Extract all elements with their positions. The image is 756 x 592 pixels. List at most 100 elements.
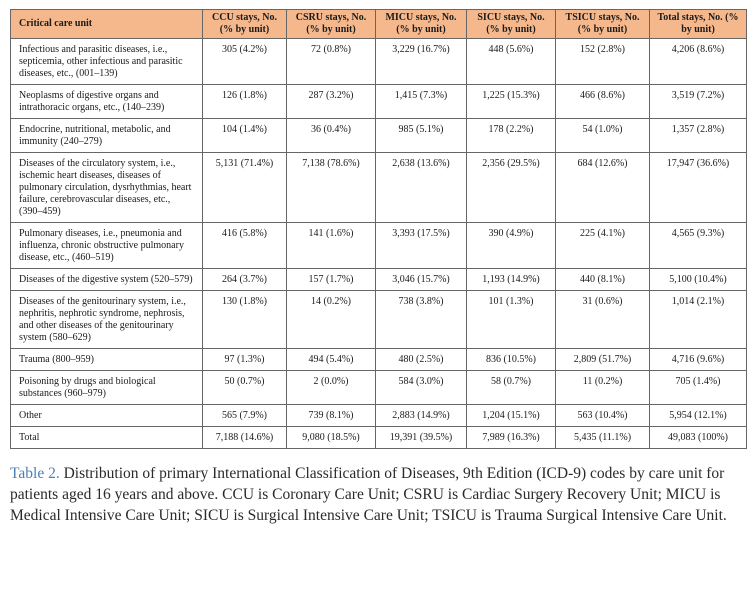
ccu-cell: 565 (7.9%) bbox=[202, 404, 287, 427]
micu-cell: 19,391 (39.5%) bbox=[375, 426, 467, 449]
tsicu-cell: 11 (0.2%) bbox=[555, 370, 650, 405]
total-cell: 4,716 (9.6%) bbox=[649, 348, 747, 371]
table-row: Pulmonary diseases, i.e., pneumonia and … bbox=[10, 222, 747, 269]
table-caption: Table 2. Distribution of primary Interna… bbox=[10, 463, 746, 526]
table-row: Total 7,188 (14.6%) 9,080 (18.5%) 19,391 (3… bbox=[10, 426, 747, 449]
ccu-cell: 130 (1.8%) bbox=[202, 290, 287, 349]
row-label: Diseases of the digestive system (520–57… bbox=[10, 268, 203, 291]
table-row: Diseases of the circulatory system, i.e.… bbox=[10, 152, 747, 223]
sicu-cell: 448 (5.6%) bbox=[466, 38, 556, 85]
ccu-cell: 7,188 (14.6%) bbox=[202, 426, 287, 449]
total-cell: 4,206 (8.6%) bbox=[649, 38, 747, 85]
row-label: Diseases of the circulatory system, i.e.… bbox=[10, 152, 203, 223]
micu-cell: 3,046 (15.7%) bbox=[375, 268, 467, 291]
micu-cell: 2,638 (13.6%) bbox=[375, 152, 467, 223]
micu-cell: 584 (3.0%) bbox=[375, 370, 467, 405]
column-header-micu: MICU stays, No. (% by unit) bbox=[375, 9, 467, 39]
ccu-cell: 126 (1.8%) bbox=[202, 84, 287, 119]
tsicu-cell: 440 (8.1%) bbox=[555, 268, 650, 291]
total-cell: 4,565 (9.3%) bbox=[649, 222, 747, 269]
table-row: Endocrine, nutritional, metabolic, and i… bbox=[10, 118, 747, 153]
ccu-cell: 50 (0.7%) bbox=[202, 370, 287, 405]
sicu-cell: 836 (10.5%) bbox=[466, 348, 556, 371]
total-cell: 17,947 (36.6%) bbox=[649, 152, 747, 223]
row-label: Poisoning by drugs and biological substa… bbox=[10, 370, 203, 405]
row-label: Infectious and parasitic diseases, i.e.,… bbox=[10, 38, 203, 85]
table-row: Neoplasms of digestive organs and intrat… bbox=[10, 84, 747, 119]
table-row: Diseases of the genitourinary system, i.… bbox=[10, 290, 747, 349]
row-label: Trauma (800–959) bbox=[10, 348, 203, 371]
sicu-cell: 2,356 (29.5%) bbox=[466, 152, 556, 223]
csru-cell: 2 (0.0%) bbox=[286, 370, 376, 405]
column-header-sicu: SICU stays, No. (% by unit) bbox=[466, 9, 556, 39]
sicu-cell: 390 (4.9%) bbox=[466, 222, 556, 269]
table-header-row: Critical care unit CCU stays, No. (% by … bbox=[10, 9, 747, 39]
micu-cell: 2,883 (14.9%) bbox=[375, 404, 467, 427]
table-row: Poisoning by drugs and biological substa… bbox=[10, 370, 747, 405]
column-header-critical-care-unit: Critical care unit bbox=[10, 9, 203, 39]
micu-cell: 738 (3.8%) bbox=[375, 290, 467, 349]
csru-cell: 141 (1.6%) bbox=[286, 222, 376, 269]
csru-cell: 72 (0.8%) bbox=[286, 38, 376, 85]
total-cell: 5,954 (12.1%) bbox=[649, 404, 747, 427]
sicu-cell: 7,989 (16.3%) bbox=[466, 426, 556, 449]
caption-label: Table 2. bbox=[10, 465, 60, 482]
csru-cell: 287 (3.2%) bbox=[286, 84, 376, 119]
sicu-cell: 1,193 (14.9%) bbox=[466, 268, 556, 291]
caption-text: Distribution of primary International Cl… bbox=[10, 465, 727, 524]
column-header-total: Total stays, No. (% by unit) bbox=[649, 9, 747, 39]
ccu-cell: 416 (5.8%) bbox=[202, 222, 287, 269]
row-label: Other bbox=[10, 404, 203, 427]
tsicu-cell: 5,435 (11.1%) bbox=[555, 426, 650, 449]
csru-cell: 14 (0.2%) bbox=[286, 290, 376, 349]
csru-cell: 157 (1.7%) bbox=[286, 268, 376, 291]
table-body: Infectious and parasitic diseases, i.e.,… bbox=[10, 38, 747, 449]
sicu-cell: 1,225 (15.3%) bbox=[466, 84, 556, 119]
table-row: Trauma (800–959) 97 (1.3%) 494 (5.4%) 480 (… bbox=[10, 348, 747, 371]
row-label: Endocrine, nutritional, metabolic, and i… bbox=[10, 118, 203, 153]
micu-cell: 1,415 (7.3%) bbox=[375, 84, 467, 119]
tsicu-cell: 563 (10.4%) bbox=[555, 404, 650, 427]
tsicu-cell: 225 (4.1%) bbox=[555, 222, 650, 269]
tsicu-cell: 54 (1.0%) bbox=[555, 118, 650, 153]
tsicu-cell: 2,809 (51.7%) bbox=[555, 348, 650, 371]
row-label: Neoplasms of digestive organs and intrat… bbox=[10, 84, 203, 119]
csru-cell: 739 (8.1%) bbox=[286, 404, 376, 427]
csru-cell: 9,080 (18.5%) bbox=[286, 426, 376, 449]
micu-cell: 480 (2.5%) bbox=[375, 348, 467, 371]
ccu-cell: 5,131 (71.4%) bbox=[202, 152, 287, 223]
tsicu-cell: 152 (2.8%) bbox=[555, 38, 650, 85]
total-cell: 1,357 (2.8%) bbox=[649, 118, 747, 153]
sicu-cell: 101 (1.3%) bbox=[466, 290, 556, 349]
micu-cell: 985 (5.1%) bbox=[375, 118, 467, 153]
sicu-cell: 1,204 (15.1%) bbox=[466, 404, 556, 427]
total-cell: 705 (1.4%) bbox=[649, 370, 747, 405]
row-label: Pulmonary diseases, i.e., pneumonia and … bbox=[10, 222, 203, 269]
column-header-csru: CSRU stays, No. (% by unit) bbox=[286, 9, 376, 39]
tsicu-cell: 31 (0.6%) bbox=[555, 290, 650, 349]
ccu-cell: 305 (4.2%) bbox=[202, 38, 287, 85]
csru-cell: 7,138 (78.6%) bbox=[286, 152, 376, 223]
csru-cell: 36 (0.4%) bbox=[286, 118, 376, 153]
row-label: Diseases of the genitourinary system, i.… bbox=[10, 290, 203, 349]
ccu-cell: 264 (3.7%) bbox=[202, 268, 287, 291]
table-row: Diseases of the digestive system (520–57… bbox=[10, 268, 747, 291]
total-cell: 1,014 (2.1%) bbox=[649, 290, 747, 349]
icd9-distribution-table: Critical care unit CCU stays, No. (% by … bbox=[10, 9, 747, 449]
column-header-tsicu: TSICU stays, No. (% by unit) bbox=[555, 9, 650, 39]
csru-cell: 494 (5.4%) bbox=[286, 348, 376, 371]
sicu-cell: 178 (2.2%) bbox=[466, 118, 556, 153]
total-cell: 3,519 (7.2%) bbox=[649, 84, 747, 119]
sicu-cell: 58 (0.7%) bbox=[466, 370, 556, 405]
total-cell: 49,083 (100%) bbox=[649, 426, 747, 449]
column-header-ccu: CCU stays, No. (% by unit) bbox=[202, 9, 287, 39]
micu-cell: 3,229 (16.7%) bbox=[375, 38, 467, 85]
table-row: Infectious and parasitic diseases, i.e.,… bbox=[10, 38, 747, 85]
table-row: Other 565 (7.9%) 739 (8.1%) 2,883 (14.9%) 1,… bbox=[10, 404, 747, 427]
total-cell: 5,100 (10.4%) bbox=[649, 268, 747, 291]
micu-cell: 3,393 (17.5%) bbox=[375, 222, 467, 269]
row-label: Total bbox=[10, 426, 203, 449]
ccu-cell: 104 (1.4%) bbox=[202, 118, 287, 153]
tsicu-cell: 684 (12.6%) bbox=[555, 152, 650, 223]
ccu-cell: 97 (1.3%) bbox=[202, 348, 287, 371]
